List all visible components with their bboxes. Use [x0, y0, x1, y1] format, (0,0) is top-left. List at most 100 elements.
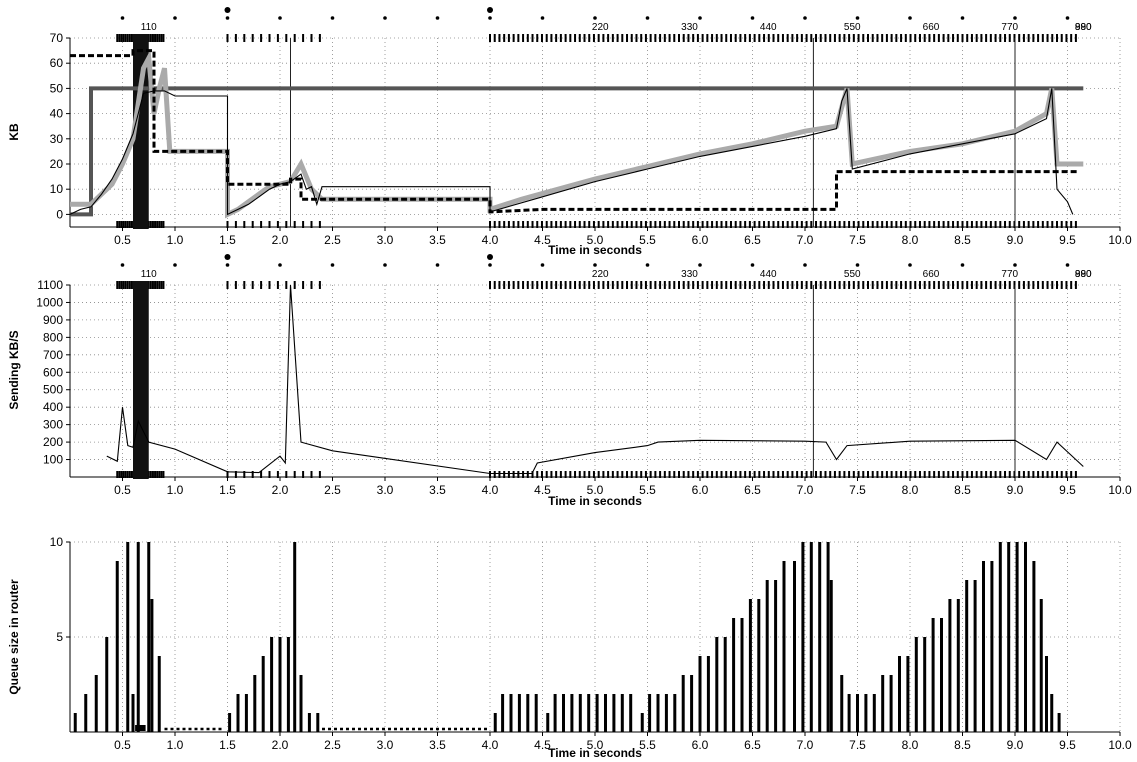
queue-bar: [578, 694, 582, 732]
x-tick-label: 1.5: [219, 483, 236, 497]
x-tick-label: 3.0: [377, 233, 394, 247]
queue-bar: [1039, 599, 1043, 732]
queue-bar: [105, 637, 109, 732]
x-tick-label: 5.5: [639, 738, 656, 752]
series-line-thin-black: [106, 284, 1084, 475]
y-tick-label: 800: [43, 330, 63, 344]
y-tick-label: 1100: [37, 278, 63, 292]
x-tick-label: 6.5: [744, 738, 761, 752]
queue-bar: [818, 542, 822, 732]
x-tick-label: 9.0: [1007, 738, 1024, 752]
queue-bar: [829, 580, 833, 732]
queue-bar: [690, 675, 694, 732]
queue-bar: [774, 580, 778, 732]
queue-bar: [1045, 656, 1048, 732]
queue-bar: [793, 561, 796, 732]
queue-bar: [673, 694, 677, 732]
top-annotation: 880: [1075, 22, 1092, 33]
queue-bar: [115, 561, 119, 732]
x-tick-label: 5.0: [587, 233, 604, 247]
x-tick-label: 1.5: [219, 233, 236, 247]
panel-kb: 0.5 1.0 1.5 2.0 2.5 3.0 3.5 4.0 4.5 5.0 5.5 6.0 6.5 7…: [7, 7, 1132, 257]
queue-bar: [293, 542, 297, 732]
y-axis-label: Queue size in router: [7, 579, 21, 695]
x-tick-label: 7.0: [797, 233, 814, 247]
y-tick-label: 300: [43, 418, 63, 432]
queue-bar: [990, 561, 994, 732]
queue-bar: [73, 713, 77, 732]
queue-bar: [931, 618, 935, 732]
queue-bar: [940, 618, 943, 732]
queue-bar: [244, 694, 248, 732]
queue-bar: [629, 694, 633, 732]
y-tick-label: 70: [50, 31, 64, 45]
diamond-marker: [593, 16, 597, 20]
top-annotation: 330: [681, 22, 698, 33]
x-tick-label: 3.5: [429, 233, 446, 247]
diamond-marker: [540, 263, 545, 267]
y-tick-label: 5: [56, 630, 63, 644]
diamond-marker: [173, 16, 177, 20]
x-tick-label: 1.0: [167, 233, 184, 247]
x-tick-label: 2.5: [324, 483, 341, 497]
queue-bar: [1015, 542, 1019, 732]
diamond-marker: [225, 263, 230, 267]
x-tick-label: 8.0: [902, 233, 919, 247]
queue-bar: [553, 694, 557, 732]
queue-bar: [1057, 713, 1061, 732]
x-tick-label: 6.0: [692, 738, 709, 752]
x-tick-label: 8.0: [902, 483, 919, 497]
diamond-marker: [645, 16, 650, 20]
diamond-marker: [278, 263, 282, 267]
x-tick-label: 3.5: [429, 738, 446, 752]
diamond-marker: [120, 16, 125, 20]
x-tick-label: 1.0: [167, 483, 184, 497]
queue-bar: [261, 656, 265, 732]
queue-bar: [664, 694, 668, 732]
y-tick-label: 700: [43, 348, 63, 362]
top-annotation: 770: [1001, 22, 1018, 33]
y-tick-label: 20: [50, 157, 64, 171]
panel-queue-size: 0.5 1.0 1.5 2.0 2.5 3.0 3.5 4.0 4.5 5.0 5.5 6.0 6.5 7…: [7, 535, 1132, 760]
queue-bar: [847, 694, 851, 732]
top-annotation: 220: [592, 22, 609, 33]
x-tick-label: 1.5: [219, 738, 236, 752]
queue-bar: [732, 618, 736, 732]
diamond-marker: [1013, 263, 1017, 267]
diamond-marker: [488, 16, 492, 20]
x-tick-label: 9.0: [1007, 233, 1024, 247]
diamond-marker: [330, 16, 335, 20]
queue-bar: [501, 694, 505, 732]
diamond-marker: [698, 263, 702, 267]
queue-drop-marker: [135, 725, 146, 731]
x-tick-label: 6.5: [744, 233, 761, 247]
y-tick-label: 10: [50, 182, 64, 196]
queue-bar: [126, 542, 130, 732]
queue-bar: [150, 599, 154, 732]
y-tick-label: 40: [50, 107, 64, 121]
queue-bar: [595, 694, 599, 732]
queue-bar: [956, 599, 960, 732]
queue-bar: [914, 637, 918, 732]
series-line-thick-dark-gray: [70, 86, 1084, 217]
y-tick-label: 1000: [36, 295, 63, 309]
queue-bar: [534, 694, 538, 732]
diamond-marker: [488, 263, 492, 267]
queue-bar: [681, 675, 685, 732]
y-tick-label: 50: [50, 81, 64, 95]
queue-bar: [826, 542, 830, 732]
queue-bar: [147, 542, 151, 732]
x-tick-label: 7.0: [797, 483, 814, 497]
queue-bar: [723, 637, 727, 732]
top-annotation: 660: [923, 269, 940, 280]
queue-bar: [1050, 694, 1054, 732]
x-tick-label: 3.0: [377, 483, 394, 497]
series-line-thin-black: [69, 88, 1074, 216]
x-tick-label: 9.5: [1059, 233, 1076, 247]
y-tick-label: 30: [50, 132, 64, 146]
queue-bar: [898, 656, 901, 732]
diamond-marker: [1065, 263, 1070, 267]
x-tick-label: 9.5: [1059, 483, 1076, 497]
diamond-marker: [645, 263, 650, 267]
top-annotation: 770: [1001, 269, 1018, 280]
